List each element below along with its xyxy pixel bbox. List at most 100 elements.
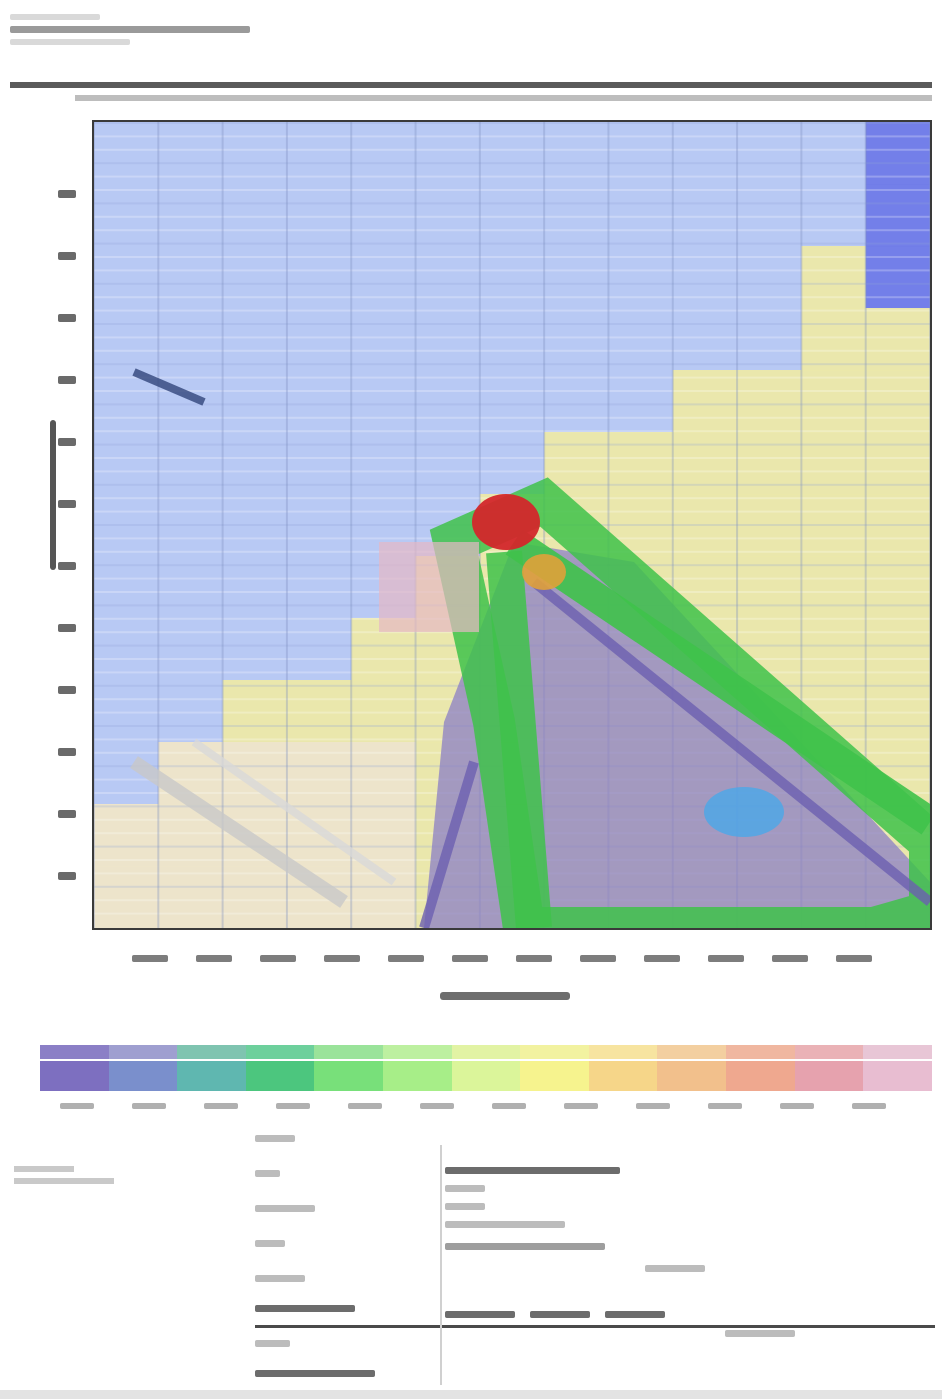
x-tick	[772, 955, 808, 962]
colorbar-swatch	[520, 1061, 589, 1091]
y-tick	[58, 314, 76, 322]
colorbar-swatch	[726, 1045, 795, 1059]
map-tile	[865, 556, 930, 619]
map-gridline	[350, 122, 353, 928]
colorbar-swatch	[177, 1045, 246, 1059]
map-tile	[672, 308, 738, 371]
map-tile	[672, 184, 738, 247]
header-block	[10, 8, 260, 51]
map-tile	[737, 246, 802, 309]
map-tile	[479, 246, 545, 309]
x-tick	[644, 955, 680, 962]
x-tick	[580, 955, 616, 962]
map-tile	[737, 308, 802, 371]
map-tile	[865, 494, 930, 557]
road-line	[130, 756, 348, 908]
note-line	[14, 1166, 74, 1172]
map-tile	[865, 370, 930, 433]
x-tick	[388, 955, 424, 962]
map-tile	[94, 432, 159, 495]
map-canvas[interactable]	[92, 120, 932, 930]
map-tile	[351, 184, 417, 247]
x-axis-label	[440, 992, 570, 1000]
map-gridline	[221, 122, 224, 928]
x-tick	[516, 955, 552, 962]
map-gridline	[157, 122, 160, 928]
map-tile	[865, 184, 930, 247]
map-tile	[737, 370, 802, 433]
map-tile	[479, 308, 545, 371]
colorbar-tick	[276, 1103, 310, 1109]
map-tile	[544, 370, 609, 433]
map-tile	[737, 184, 802, 247]
colorbar-ticks	[40, 1103, 932, 1121]
colorbar-swatch	[40, 1061, 109, 1091]
map-tile	[544, 308, 609, 371]
peak-ring	[522, 554, 566, 590]
map-tile	[94, 494, 159, 557]
colorbar-bottom-row	[40, 1061, 932, 1091]
map-tile	[608, 308, 674, 371]
metadata-panel	[255, 1125, 935, 1385]
map-streak	[94, 483, 930, 486]
transition-pink	[379, 542, 479, 632]
x-tick	[132, 955, 168, 962]
x-tick	[452, 955, 488, 962]
map-tile	[158, 122, 224, 185]
map-streak	[94, 296, 930, 299]
y-tick	[58, 686, 76, 694]
colorbar-tick	[492, 1103, 526, 1109]
ridge-green	[486, 550, 552, 928]
map-tile	[544, 184, 609, 247]
map-tile	[608, 246, 674, 309]
peak-red	[472, 494, 540, 550]
y-tick	[58, 872, 76, 880]
map-tile	[158, 308, 224, 371]
colorbar-swatch	[314, 1045, 384, 1059]
map-tile	[94, 618, 159, 681]
map-streak	[94, 242, 930, 245]
map-tile	[737, 556, 802, 619]
y-tick	[58, 624, 76, 632]
map-tile	[865, 308, 930, 371]
map-tile	[865, 246, 930, 309]
map-tile	[158, 494, 224, 557]
map-streak	[94, 256, 930, 258]
ridge-green	[429, 477, 930, 928]
map-tile	[222, 432, 288, 495]
map-tile	[158, 370, 224, 433]
y-tick	[58, 376, 76, 384]
y-tick	[58, 190, 76, 198]
map-tile	[94, 866, 159, 928]
map-tile	[94, 246, 159, 309]
map-tile	[801, 494, 867, 557]
map-tile	[286, 742, 352, 805]
colorbar-swatch	[451, 1045, 521, 1059]
map-streak	[94, 269, 930, 272]
map-tile	[608, 184, 674, 247]
colorbar-swatch	[314, 1061, 384, 1091]
colorbar-swatch	[520, 1045, 589, 1059]
map-tile	[94, 804, 159, 867]
map-tile	[222, 246, 288, 309]
map-tile	[286, 246, 352, 309]
map-tile	[801, 618, 867, 681]
map-tile	[801, 556, 867, 619]
colorbar-swatch	[451, 1061, 521, 1091]
colorbar-tick	[132, 1103, 166, 1109]
map-tile	[865, 618, 930, 681]
map-tile	[94, 556, 159, 619]
map-tile	[94, 680, 159, 743]
x-axis-ticks	[92, 945, 932, 975]
map-tile	[415, 122, 481, 185]
colorbar-swatch	[588, 1061, 658, 1091]
map-tile	[158, 866, 224, 928]
map-tile	[608, 432, 674, 495]
colorbar-swatch	[108, 1045, 178, 1059]
y-tick	[58, 748, 76, 756]
map-tile	[865, 432, 930, 495]
map-tile	[286, 556, 352, 619]
map-tile	[222, 494, 288, 557]
map-gridline	[864, 122, 867, 928]
map-streak	[94, 215, 930, 218]
